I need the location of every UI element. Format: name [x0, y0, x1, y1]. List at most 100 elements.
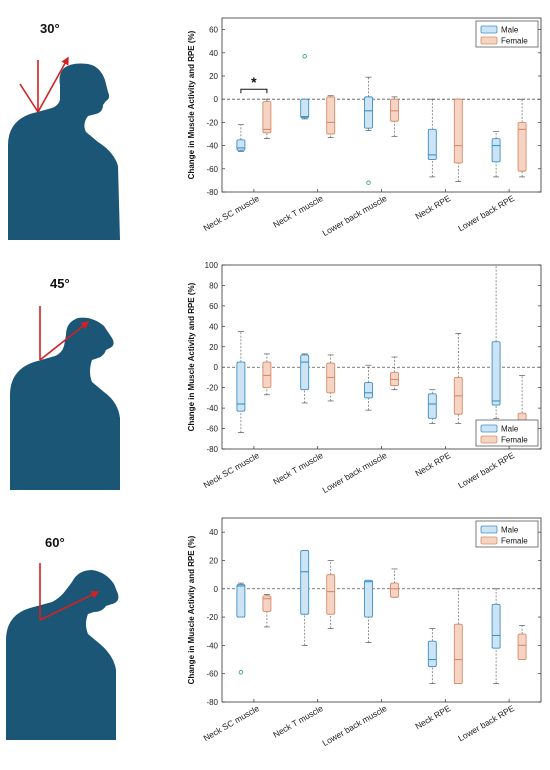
- female-box: [262, 353, 272, 396]
- male-box: [236, 582, 246, 675]
- iqr-box: [236, 139, 246, 151]
- x-tick-label: Lower back RPE: [456, 703, 516, 743]
- female-box: [453, 333, 463, 424]
- legend-label: Male: [501, 526, 519, 535]
- female-box: [517, 625, 527, 660]
- y-axis-label: Change in Muscle Activity and RPE (%): [187, 30, 196, 179]
- male-box: [364, 76, 373, 185]
- angle-label-30: 30°: [40, 21, 60, 36]
- iqr-box: [364, 96, 373, 129]
- iqr-box: [427, 393, 437, 419]
- male-box: [300, 54, 310, 120]
- y-tick-label: -60: [206, 165, 218, 174]
- seated-person-figure: [10, 317, 120, 490]
- male-box: [427, 628, 437, 684]
- male-box: [300, 353, 310, 404]
- x-tick-label: Lower back RPE: [456, 193, 516, 233]
- legend: Male Female: [475, 20, 539, 48]
- legend-label: Male: [501, 26, 519, 35]
- boxplot-chart-1: -80 -60 -40 -20 0 20 40 60 Change in Muscle Acti…: [187, 17, 542, 238]
- y-axis-label: Change in Muscle Activity and RPE (%): [187, 282, 196, 431]
- female-box: [262, 98, 272, 139]
- male-box: [364, 364, 373, 411]
- iqr-box: [326, 574, 336, 615]
- y-tick-label: -40: [206, 404, 218, 413]
- iqr-box: [491, 138, 501, 163]
- y-tick-label: 20: [209, 556, 218, 565]
- legend-label: Female: [501, 436, 528, 445]
- head-tilt-line: [19, 83, 39, 113]
- y-tick-label: -40: [206, 641, 218, 650]
- x-tick-label: Lower back muscle: [320, 193, 388, 238]
- iqr-box: [300, 98, 310, 119]
- outlier-point: [366, 180, 371, 185]
- y-tick-label: 40: [209, 49, 218, 58]
- angle-label-60: 60°: [45, 535, 65, 550]
- iqr-box: [491, 603, 501, 649]
- y-tick-label: -40: [206, 142, 218, 151]
- seated-person-figure: [8, 63, 120, 240]
- female-box: [390, 568, 399, 598]
- iqr-box: [453, 98, 463, 164]
- female-box: [326, 354, 336, 402]
- posture-illustration-45: 45°: [10, 276, 120, 490]
- male-legend-swatch: [480, 424, 498, 433]
- y-tick-label: 20: [209, 343, 218, 352]
- iqr-box: [453, 623, 463, 685]
- male-legend-swatch: [480, 25, 498, 34]
- x-tick-label: Neck SC muscle: [201, 450, 261, 490]
- iqr-box: [236, 361, 246, 412]
- y-tick-label: 60: [209, 26, 218, 35]
- legend: Male Female: [475, 520, 539, 548]
- neck-angle-arrow: [39, 321, 90, 361]
- iqr-box: [390, 98, 399, 122]
- female-box: [326, 95, 336, 138]
- posture-illustration-60: 60°: [6, 535, 119, 740]
- legend-label: Male: [501, 425, 519, 434]
- x-tick-label: Lower back muscle: [320, 703, 388, 748]
- x-tick-label: Neck RPE: [413, 193, 452, 221]
- male-legend-swatch: [480, 525, 498, 534]
- legend: Male Female: [475, 419, 539, 447]
- female-box: [453, 98, 463, 182]
- neck-angle-arrow: [39, 591, 100, 621]
- iqr-box: [364, 579, 373, 618]
- x-tick-label: Neck RPE: [413, 450, 452, 478]
- iqr-box: [517, 121, 527, 172]
- x-tick-label: Neck RPE: [413, 703, 452, 731]
- boxplot-chart-2: -80 -60 -40 -20 0 20 40 60 80 100 Change in Muscle…: [187, 261, 542, 495]
- female-box: [390, 96, 399, 137]
- outlier-point: [302, 54, 307, 59]
- iqr-box: [262, 595, 272, 612]
- iqr-box: [427, 640, 437, 668]
- female-legend-swatch: [480, 435, 498, 444]
- male-box: [364, 579, 373, 643]
- angle-label-45: 45°: [50, 276, 70, 291]
- x-tick-label: Lower back muscle: [320, 450, 388, 495]
- iqr-box: [300, 354, 310, 391]
- female-box: [390, 356, 399, 391]
- male-box: [427, 98, 437, 178]
- iqr-box: [517, 633, 527, 660]
- y-tick-label: 40: [209, 322, 218, 331]
- x-tick-label: Neck SC muscle: [201, 193, 261, 233]
- x-tick-label: Neck T muscle: [271, 703, 325, 740]
- male-box: [491, 588, 501, 684]
- iqr-box: [236, 584, 246, 618]
- significance-star: *: [251, 74, 257, 90]
- y-tick-label: -20: [206, 384, 218, 393]
- female-legend-swatch: [480, 36, 498, 45]
- male-box: [236, 331, 246, 433]
- female-box: [326, 560, 336, 629]
- female-legend-swatch: [480, 536, 498, 545]
- y-tick-label: 0: [214, 363, 219, 372]
- male-box: [491, 131, 501, 178]
- x-tick-label: Lower back RPE: [456, 450, 516, 490]
- seated-person-figure: [6, 570, 119, 740]
- y-tick-label: 20: [209, 72, 218, 81]
- iqr-box: [300, 550, 310, 615]
- boxplot-chart-3: -80 -60 -40 -20 0 20 40 Change in Muscle Activi…: [187, 517, 542, 748]
- y-axis-label: Change in Muscle Activity and RPE (%): [187, 535, 196, 684]
- female-box: [262, 594, 272, 628]
